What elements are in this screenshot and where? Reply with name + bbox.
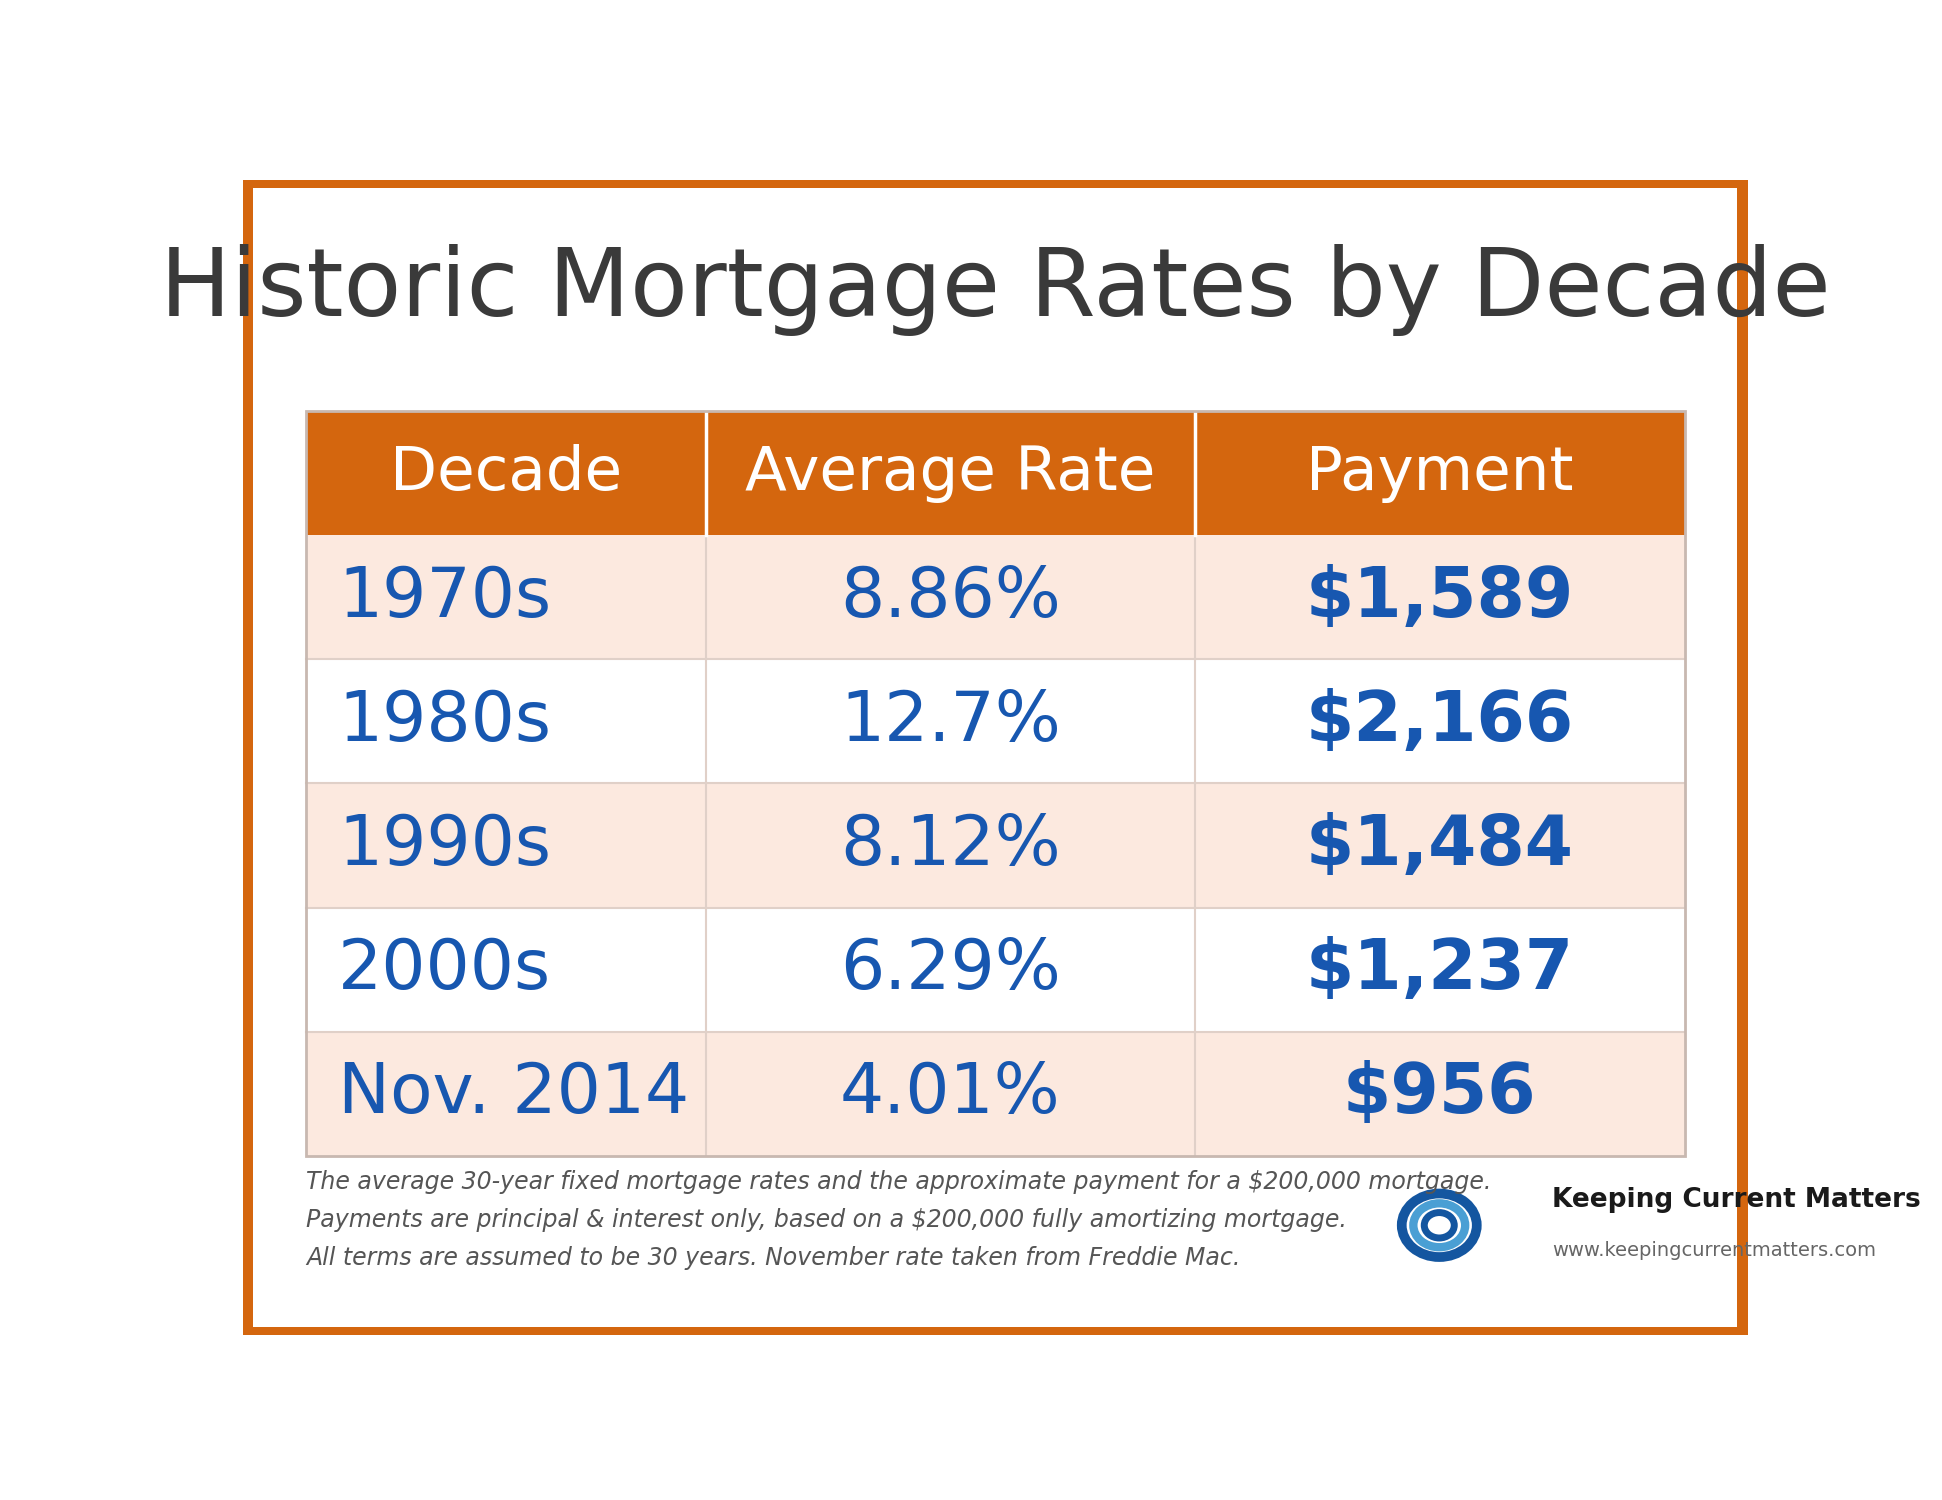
FancyBboxPatch shape — [307, 1032, 1684, 1156]
Text: 8.12%: 8.12% — [841, 812, 1060, 879]
Text: 1980s: 1980s — [338, 688, 552, 754]
FancyBboxPatch shape — [243, 180, 1748, 1335]
Text: $956: $956 — [1344, 1060, 1536, 1128]
Text: Payments are principal & interest only, based on a $200,000 fully amortizing mor: Payments are principal & interest only, … — [307, 1208, 1348, 1231]
Text: 6.29%: 6.29% — [841, 936, 1060, 1004]
Text: 2000s: 2000s — [338, 936, 552, 1004]
Text: $1,484: $1,484 — [1305, 812, 1573, 879]
Text: www.keepingcurrentmatters.com: www.keepingcurrentmatters.com — [1552, 1240, 1876, 1260]
Text: 1970s: 1970s — [338, 564, 552, 630]
Text: 12.7%: 12.7% — [841, 688, 1060, 754]
FancyBboxPatch shape — [307, 660, 1684, 783]
Text: $1,237: $1,237 — [1305, 936, 1573, 1004]
Text: Historic Mortgage Rates by Decade: Historic Mortgage Rates by Decade — [159, 243, 1831, 336]
FancyBboxPatch shape — [307, 411, 1684, 536]
Text: 1990s: 1990s — [338, 812, 552, 879]
Text: $2,166: $2,166 — [1305, 688, 1575, 754]
FancyBboxPatch shape — [307, 536, 1684, 660]
Text: All terms are assumed to be 30 years. November rate taken from Freddie Mac.: All terms are assumed to be 30 years. No… — [307, 1246, 1241, 1270]
Text: Average Rate: Average Rate — [746, 444, 1155, 503]
FancyBboxPatch shape — [307, 783, 1684, 908]
Text: Nov. 2014: Nov. 2014 — [338, 1060, 689, 1128]
Text: Decade: Decade — [390, 444, 621, 503]
FancyBboxPatch shape — [252, 188, 1738, 1328]
Text: Payment: Payment — [1307, 444, 1573, 503]
FancyBboxPatch shape — [307, 908, 1684, 1032]
Text: $1,589: $1,589 — [1305, 564, 1575, 630]
Text: 8.86%: 8.86% — [841, 564, 1060, 630]
Text: 4.01%: 4.01% — [841, 1060, 1060, 1128]
Text: Keeping Current Matters: Keeping Current Matters — [1552, 1186, 1921, 1214]
Text: The average 30-year fixed mortgage rates and the approximate payment for a $200,: The average 30-year fixed mortgage rates… — [307, 1170, 1491, 1194]
